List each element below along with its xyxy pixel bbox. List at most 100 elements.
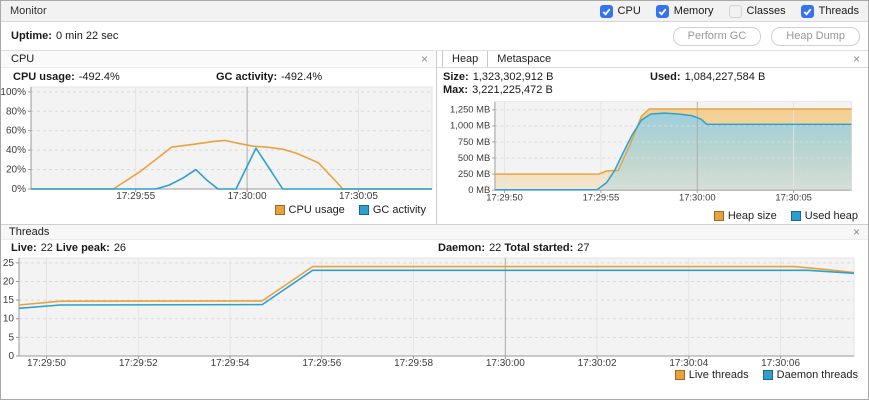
check-icon [658, 8, 667, 16]
cpu-usage-swatch-icon [274, 205, 285, 215]
svg-text:0%: 0% [12, 184, 27, 195]
svg-text:17:30:05: 17:30:05 [339, 191, 378, 202]
cpu-stats-row: CPU usage: -492.4% GC activity: -492.4% [1, 68, 436, 85]
tab-heap[interactable]: Heap [442, 51, 489, 67]
checkbox-threads-box[interactable] [800, 4, 814, 18]
checkbox-cpu-label: CPU [617, 5, 641, 17]
svg-text:1,000 MB: 1,000 MB [450, 120, 490, 131]
svg-text:1,250 MB: 1,250 MB [450, 104, 490, 115]
tab-metaspace[interactable]: Metaspace [497, 53, 552, 65]
cpu-panel: CPU × CPU usage: -492.4% GC activity: -492… [1, 51, 437, 224]
live-peak-stat: Live peak: 26 [56, 242, 127, 254]
heap-panel: Heap Metaspace × Size: 1,323,302,912 B Ma… [437, 51, 868, 224]
heap-size-swatch-icon [713, 211, 724, 221]
threads-panel-title: Threads [9, 226, 50, 238]
svg-text:17:29:52: 17:29:52 [119, 358, 158, 368]
svg-text:80%: 80% [6, 106, 26, 117]
svg-text:15: 15 [3, 295, 15, 306]
uptime-value: 0 min 22 sec [55, 30, 119, 42]
heap-used-stat: Used: 1,084,227,584 B [650, 71, 766, 83]
svg-text:17:29:58: 17:29:58 [394, 358, 433, 368]
heap-dump-button[interactable]: Heap Dump [771, 26, 860, 46]
close-icon[interactable]: × [852, 52, 860, 66]
legend-item-daemon-threads: Daemon threads [762, 369, 858, 381]
close-icon[interactable]: × [420, 52, 428, 66]
top-panels-row: CPU × CPU usage: -492.4% GC activity: -492… [1, 50, 868, 225]
checkbox-memory-box[interactable] [655, 4, 669, 18]
daemon-threads-stat: Daemon: 22 [438, 242, 502, 254]
threads-chart-canvas: 0 5 10 15 20 25 17:29:50 17:29:52 17:29:54 17:29:… [3, 257, 855, 368]
monitor-titlebar: Monitor CPU Memory Classes [1, 1, 868, 22]
svg-text:17:30:00: 17:30:00 [679, 192, 716, 203]
svg-text:5: 5 [8, 332, 14, 343]
legend-item-cpu-usage: CPU usage [274, 204, 345, 216]
svg-text:17:30:06: 17:30:06 [761, 358, 800, 368]
total-started-stat: Total started: 27 [504, 242, 590, 254]
perform-gc-button[interactable]: Perform GC [672, 26, 762, 46]
page-title: Monitor [10, 5, 47, 17]
svg-text:100%: 100% [1, 87, 26, 98]
toolbar: Uptime: 0 min 22 sec Perform GC Heap Dump [1, 22, 868, 50]
svg-text:17:30:05: 17:30:05 [775, 192, 812, 203]
checkbox-cpu[interactable]: CPU [599, 4, 641, 18]
cpu-legend: CPU usage GC activity [1, 203, 436, 218]
svg-text:10: 10 [3, 314, 15, 325]
svg-text:17:29:55: 17:29:55 [583, 192, 620, 203]
svg-text:17:30:00: 17:30:00 [486, 358, 525, 368]
svg-text:17:29:55: 17:29:55 [116, 191, 155, 202]
cpu-chart-canvas: 0% 20% 40% 60% 80% 100% 17:29:55 17:30:00 17:30:… [1, 86, 433, 202]
threads-panel: Threads × Live: 22 Live peak: 26 Daemon: 22… [1, 225, 868, 399]
toolbar-buttons: Perform GC Heap Dump [672, 26, 860, 46]
heap-tab-row: Heap Metaspace × [437, 51, 868, 68]
svg-text:17:29:50: 17:29:50 [486, 192, 523, 203]
svg-text:0: 0 [8, 351, 14, 362]
threads-stats-row: Live: 22 Live peak: 26 Daemon: 22 Total sta… [1, 240, 868, 256]
svg-text:17:30:04: 17:30:04 [669, 358, 708, 368]
heap-size-stat: Size: 1,323,302,912 B [443, 71, 554, 83]
cpu-panel-title: CPU [11, 53, 35, 65]
svg-text:40%: 40% [6, 145, 26, 156]
checkbox-threads[interactable]: Threads [800, 4, 859, 18]
checkbox-memory[interactable]: Memory [655, 4, 714, 18]
svg-text:17:29:56: 17:29:56 [302, 358, 341, 368]
uptime: Uptime: 0 min 22 sec [11, 30, 118, 42]
threads-legend: Live threads Daemon threads [1, 368, 868, 383]
checkbox-classes-label: Classes [746, 5, 786, 17]
close-icon[interactable]: × [852, 225, 860, 239]
live-threads-stat: Live: 22 [11, 242, 53, 254]
heap-max-stat: Max: 3,221,225,472 B [443, 84, 553, 96]
checkbox-classes-box[interactable] [728, 4, 742, 18]
checkbox-threads-label: Threads [818, 5, 859, 17]
legend-item-heap-size: Heap size [713, 210, 777, 222]
checkbox-cpu-box[interactable] [599, 4, 613, 18]
cpu-usage-stat: CPU usage: -492.4% [13, 71, 120, 83]
gc-activity-stat: GC activity: -492.4% [216, 71, 323, 83]
checkbox-memory-label: Memory [673, 5, 714, 17]
cpu-panel-header: CPU × [1, 51, 436, 68]
check-icon [602, 8, 610, 16]
daemon-threads-swatch-icon [762, 370, 773, 380]
uptime-label: Uptime: [11, 30, 52, 42]
threads-panel-header: Threads × [1, 225, 868, 240]
legend-item-used-heap: Used heap [790, 210, 858, 222]
checkbox-classes[interactable]: Classes [728, 4, 786, 18]
live-threads-swatch-icon [674, 370, 685, 380]
svg-text:750 MB: 750 MB [458, 136, 490, 147]
svg-text:60%: 60% [6, 126, 26, 137]
svg-text:17:30:00: 17:30:00 [228, 191, 267, 202]
heap-chart-canvas: 0 MB 250 MB 500 MB 750 MB 1,000 MB 1,250 MB 17… [450, 101, 852, 203]
svg-text:0 MB: 0 MB [468, 184, 490, 195]
svg-text:250 MB: 250 MB [458, 168, 490, 179]
svg-text:17:29:54: 17:29:54 [211, 358, 250, 368]
heap-stats-row: Size: 1,323,302,912 B Max: 3,221,225,472 B… [437, 68, 868, 98]
svg-text:20: 20 [3, 276, 15, 287]
svg-text:500 MB: 500 MB [458, 152, 490, 163]
svg-text:25: 25 [3, 258, 15, 269]
svg-text:20%: 20% [6, 165, 26, 176]
gc-activity-swatch-icon [358, 205, 369, 215]
heap-legend: Heap size Used heap [437, 209, 868, 224]
svg-text:17:29:50: 17:29:50 [27, 358, 66, 368]
svg-text:17:30:02: 17:30:02 [578, 358, 617, 368]
metric-checkbox-group: CPU Memory Classes Threads [599, 4, 859, 18]
